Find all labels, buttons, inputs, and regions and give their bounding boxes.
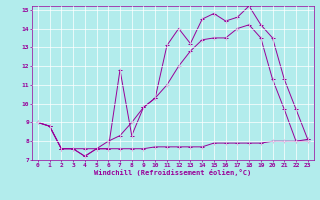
X-axis label: Windchill (Refroidissement éolien,°C): Windchill (Refroidissement éolien,°C) [94,169,252,176]
